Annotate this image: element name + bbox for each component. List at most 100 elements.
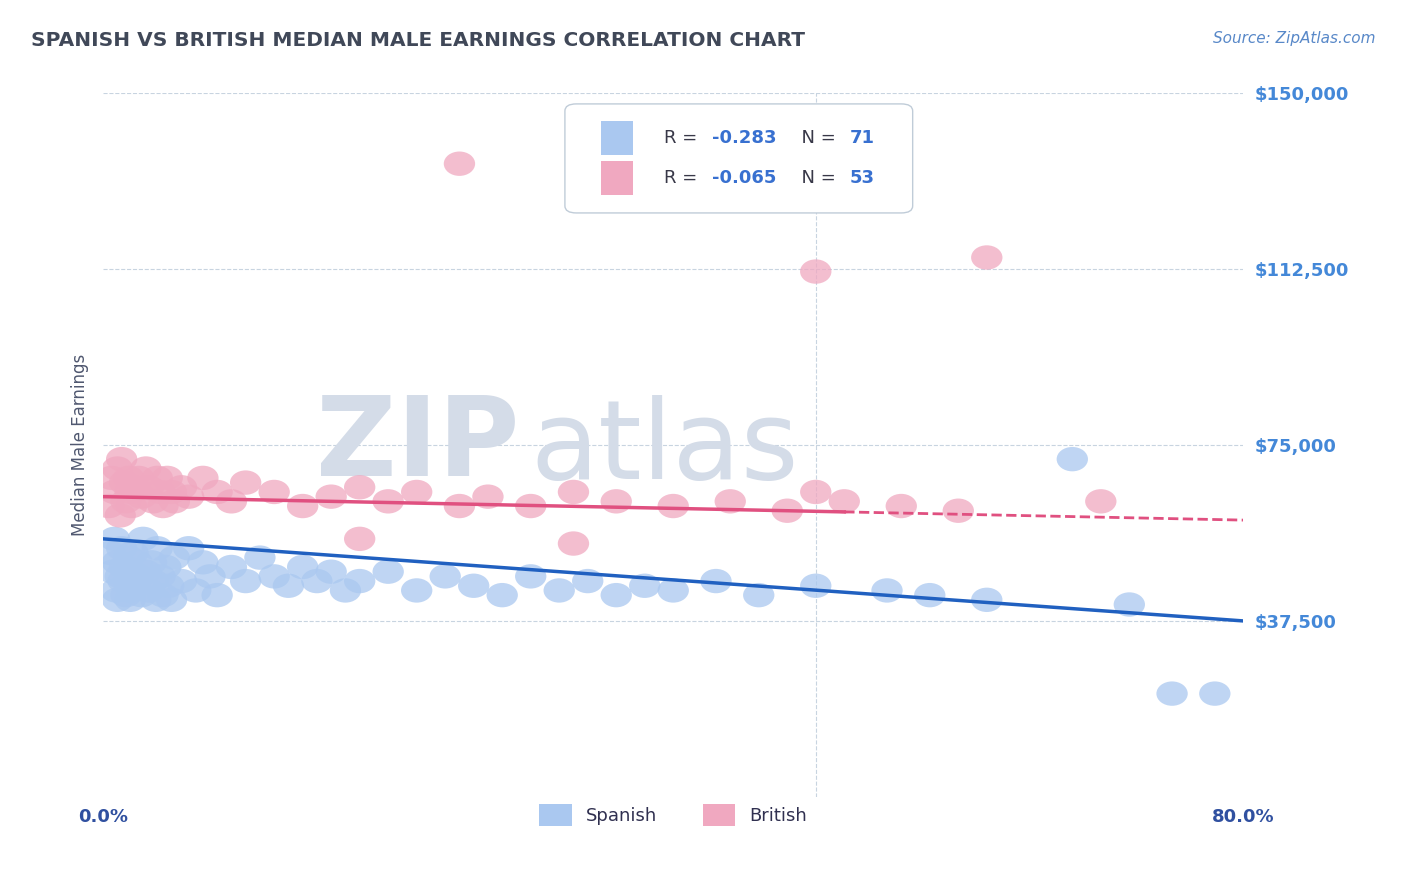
Text: 71: 71: [851, 128, 875, 146]
Ellipse shape: [658, 494, 689, 518]
Ellipse shape: [138, 489, 169, 514]
Ellipse shape: [96, 466, 128, 490]
Ellipse shape: [166, 475, 197, 500]
Ellipse shape: [287, 494, 318, 518]
Ellipse shape: [886, 494, 917, 518]
Ellipse shape: [429, 564, 461, 589]
Ellipse shape: [194, 564, 226, 589]
Ellipse shape: [180, 578, 211, 603]
Ellipse shape: [245, 545, 276, 570]
Ellipse shape: [544, 578, 575, 603]
Ellipse shape: [150, 555, 181, 579]
Ellipse shape: [104, 503, 136, 527]
Ellipse shape: [98, 480, 131, 504]
FancyBboxPatch shape: [565, 103, 912, 213]
Ellipse shape: [98, 526, 131, 551]
Ellipse shape: [486, 583, 517, 607]
Ellipse shape: [1156, 681, 1188, 706]
Ellipse shape: [101, 550, 134, 574]
Ellipse shape: [344, 475, 375, 500]
Ellipse shape: [114, 588, 146, 612]
Ellipse shape: [344, 526, 375, 551]
Ellipse shape: [515, 494, 547, 518]
Ellipse shape: [259, 564, 290, 589]
Ellipse shape: [108, 555, 141, 579]
Ellipse shape: [772, 499, 803, 523]
Ellipse shape: [658, 578, 689, 603]
Ellipse shape: [344, 569, 375, 593]
Ellipse shape: [131, 559, 162, 584]
Ellipse shape: [401, 578, 433, 603]
Ellipse shape: [273, 574, 304, 598]
Ellipse shape: [872, 578, 903, 603]
Ellipse shape: [201, 480, 233, 504]
Ellipse shape: [105, 536, 138, 560]
Ellipse shape: [187, 550, 218, 574]
Ellipse shape: [110, 583, 142, 607]
Bar: [602, 161, 633, 194]
Ellipse shape: [173, 536, 204, 560]
Ellipse shape: [118, 574, 150, 598]
Ellipse shape: [138, 569, 169, 593]
Ellipse shape: [1199, 681, 1230, 706]
Ellipse shape: [127, 484, 157, 508]
Ellipse shape: [558, 532, 589, 556]
Text: R =: R =: [664, 169, 703, 186]
Text: SPANISH VS BRITISH MEDIAN MALE EARNINGS CORRELATION CHART: SPANISH VS BRITISH MEDIAN MALE EARNINGS …: [31, 31, 804, 50]
Ellipse shape: [136, 550, 167, 574]
Ellipse shape: [373, 559, 404, 584]
Text: -0.283: -0.283: [711, 128, 776, 146]
Ellipse shape: [118, 475, 150, 500]
Text: R =: R =: [664, 128, 703, 146]
Ellipse shape: [914, 583, 945, 607]
Legend: Spanish, British: Spanish, British: [531, 797, 814, 833]
Ellipse shape: [124, 564, 155, 589]
Ellipse shape: [152, 466, 183, 490]
Ellipse shape: [287, 555, 318, 579]
Ellipse shape: [444, 494, 475, 518]
Text: ZIP: ZIP: [316, 392, 519, 499]
Text: -0.065: -0.065: [711, 169, 776, 186]
Text: N =: N =: [790, 169, 841, 186]
Ellipse shape: [115, 559, 148, 584]
Ellipse shape: [112, 466, 145, 490]
Ellipse shape: [972, 245, 1002, 269]
Ellipse shape: [742, 583, 775, 607]
Ellipse shape: [472, 484, 503, 508]
Ellipse shape: [101, 457, 134, 481]
Text: 53: 53: [851, 169, 875, 186]
Ellipse shape: [1057, 447, 1088, 471]
Ellipse shape: [148, 494, 179, 518]
Ellipse shape: [142, 466, 173, 490]
Ellipse shape: [159, 545, 190, 570]
Ellipse shape: [231, 470, 262, 495]
Ellipse shape: [97, 559, 129, 584]
Ellipse shape: [572, 569, 603, 593]
Ellipse shape: [458, 574, 489, 598]
Y-axis label: Median Male Earnings: Median Male Earnings: [72, 354, 89, 536]
Ellipse shape: [114, 480, 146, 504]
Ellipse shape: [1085, 489, 1116, 514]
Ellipse shape: [104, 564, 136, 589]
Ellipse shape: [800, 574, 831, 598]
Ellipse shape: [110, 489, 142, 514]
Ellipse shape: [115, 578, 148, 603]
Ellipse shape: [187, 466, 218, 490]
Ellipse shape: [828, 489, 860, 514]
Ellipse shape: [330, 578, 361, 603]
Ellipse shape: [105, 447, 138, 471]
Ellipse shape: [166, 569, 197, 593]
Ellipse shape: [215, 489, 247, 514]
Ellipse shape: [600, 489, 631, 514]
Ellipse shape: [301, 569, 333, 593]
Ellipse shape: [173, 484, 204, 508]
Ellipse shape: [148, 583, 179, 607]
Ellipse shape: [444, 152, 475, 176]
Ellipse shape: [373, 489, 404, 514]
Ellipse shape: [124, 466, 155, 490]
Ellipse shape: [201, 583, 233, 607]
Ellipse shape: [156, 588, 187, 612]
Ellipse shape: [115, 494, 148, 518]
Ellipse shape: [127, 583, 157, 607]
Ellipse shape: [117, 541, 149, 566]
